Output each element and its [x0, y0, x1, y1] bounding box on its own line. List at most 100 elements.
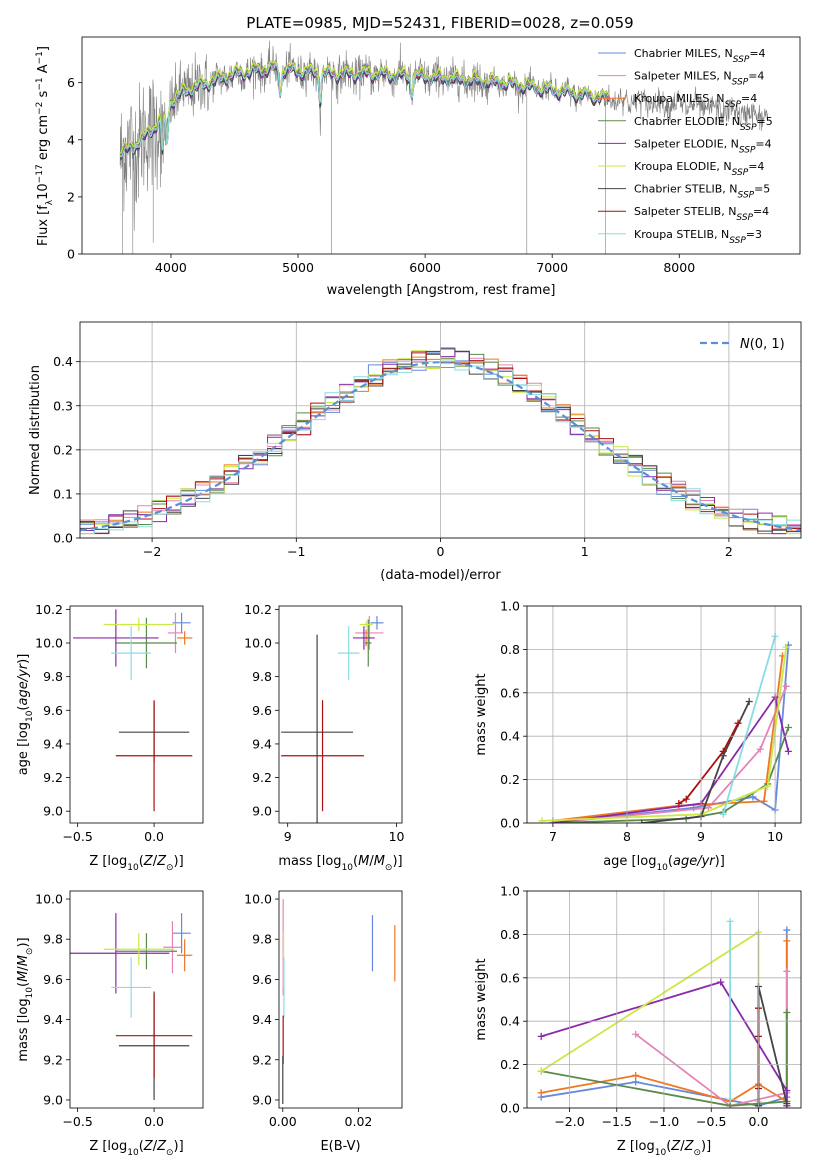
x-axis-label: Z [log10(Z/Z⊙)]: [89, 854, 183, 873]
axes-frame: [81, 36, 801, 255]
y-tick-label: 0.0: [500, 1101, 520, 1116]
x-axis-label: wavelength [Angstrom, rest frame]: [327, 283, 556, 298]
panel-spectrum: 4000 5000 6000 7000 8000 0 2 4 6 Chabrier MILES, …: [35, 36, 801, 298]
y-tick-label: 9.6: [43, 972, 63, 987]
y-tick-label: 9.4: [43, 1012, 63, 1027]
x-axis-label: Z [log10(Z/Z⊙)]: [617, 1139, 711, 1158]
weight-marker-ks: [726, 1095, 734, 1103]
plot-area-mass-vs-Z: [70, 913, 193, 1100]
y-tick-label: 10.0: [244, 892, 272, 907]
legend-label-ss: Salpeter STELIB, NSSP=4: [634, 205, 769, 223]
x-tick-label: −1.0: [649, 1114, 679, 1129]
x-tick-label: 0.0: [144, 829, 164, 844]
y-axis-label: mass [log10(M/M⊙)]: [16, 937, 35, 1061]
weight-marker-ss: [719, 747, 727, 755]
legend-label-km: Kroupa MILES, NSSP=4: [634, 92, 757, 110]
x-tick-label: 0: [437, 544, 445, 559]
legend-label-cm: Chabrier MILES, NSSP=4: [634, 47, 766, 65]
weight-line-ce: [552, 727, 790, 823]
weight-line-se: [540, 981, 788, 1106]
weight-marker-ke: [538, 817, 546, 823]
x-tick-label: 9: [697, 829, 705, 844]
panel-mass-weight-vs-age: 7 8 9 10 0.0 0.2 0.4 0.6 0.8 1.0 age [log10(age/yr…: [474, 599, 802, 873]
legend-label-gaussian: N(0, 1): [740, 337, 785, 352]
y-tick-label: 10.2: [244, 602, 272, 617]
weight-line-ss: [678, 722, 739, 805]
y-tick-label: 9.4: [252, 1012, 272, 1027]
y-tick-label: 0.4: [500, 1014, 520, 1029]
axes-frame: [526, 890, 802, 1109]
panels: 4000 5000 6000 7000 8000 0 2 4 6 Chabrier MILES, …: [16, 36, 802, 1158]
y-tick-label: 0: [67, 247, 75, 262]
weight-marker-cm: [632, 1078, 640, 1086]
y-tick-label: 0.0: [500, 816, 520, 831]
y-tick-label: 9.2: [43, 770, 63, 785]
y-tick-label: 4: [67, 132, 75, 147]
y-axis-label: Flux [fλ10−17 erg cm−2 s−1 A−1]: [35, 46, 55, 246]
weight-marker-sm: [783, 967, 791, 975]
y-tick-label: 9.4: [43, 736, 63, 751]
y-tick-label: 0.2: [500, 1057, 520, 1072]
plot-area-age-vs-Z: [73, 609, 193, 812]
x-tick-label: 4000: [155, 260, 187, 275]
y-tick-label: 0.6: [500, 685, 520, 700]
weight-marker-km: [537, 1089, 545, 1097]
panel-age-vs-Z: −0.5 0.0 9.0 9.2 9.4 9.6 9.8 10.0 10.2 Z [log10(Z…: [16, 602, 204, 873]
y-tick-label: 9.8: [252, 932, 272, 947]
axes-frame: [278, 890, 403, 1109]
plot-area-spectrum: [119, 40, 769, 254]
axes-frame: [278, 605, 403, 824]
weight-marker-km: [632, 1071, 640, 1079]
x-tick-label: 7: [549, 829, 557, 844]
y-axis-label: Normed distribution: [28, 365, 43, 495]
weight-marker-se: [784, 747, 792, 755]
x-tick-label: 5000: [282, 260, 314, 275]
x-tick-label: 0.00: [269, 1114, 297, 1129]
x-tick-label: 0.02: [345, 1114, 373, 1129]
weight-marker-ks: [726, 917, 734, 925]
x-tick-label: −0.5: [62, 1114, 92, 1129]
y-tick-label: 0.6: [500, 970, 520, 985]
x-tick-label: 1: [581, 544, 589, 559]
y-tick-label: 0.0: [53, 531, 73, 546]
weight-marker-ss: [682, 795, 690, 803]
y-tick-label: 1.0: [500, 884, 520, 899]
y-tick-label: 1.0: [500, 599, 520, 614]
x-tick-label: 0.0: [749, 1114, 769, 1129]
weight-line-ke: [540, 930, 760, 1102]
y-axis-label: mass weight: [474, 673, 489, 755]
y-tick-label: 9.6: [252, 703, 272, 718]
weight-marker-cm: [783, 926, 791, 934]
weight-marker-sm: [632, 1030, 640, 1038]
model-ke-spectrum: [119, 59, 610, 154]
panel-mass-vs-Z: −0.5 0.0 9.0 9.2 9.4 9.6 9.8 10.0 Z [log10(Z/Z⊙)…: [16, 890, 204, 1158]
weight-line-cs: [757, 986, 788, 1106]
weight-marker-cs: [638, 819, 646, 823]
figure-title: PLATE=0985, MJD=52431, FIBERID=0028, z=0…: [246, 14, 633, 32]
x-tick-label: 10: [767, 829, 783, 844]
plot-area-mass-vs-ebv: [282, 899, 396, 1104]
weight-marker-cs: [783, 1100, 791, 1108]
weight-line-ke: [541, 647, 788, 822]
y-tick-label: 9.0: [43, 1092, 63, 1107]
y-tick-label: 0.3: [53, 398, 73, 413]
weight-marker-ke: [764, 782, 772, 790]
legend-label-ke: Kroupa ELODIE, NSSP=4: [634, 160, 764, 178]
y-axis-label: mass weight: [474, 958, 489, 1040]
weight-marker-cm: [749, 793, 757, 801]
y-tick-label: 0.2: [53, 442, 73, 457]
y-tick-label: 0.2: [500, 772, 520, 787]
weight-marker-ss: [734, 719, 742, 727]
x-tick-label: 7000: [536, 260, 568, 275]
weight-marker-ce: [784, 724, 792, 732]
y-tick-label: 0.1: [53, 486, 73, 501]
x-tick-label: −1: [287, 544, 305, 559]
axes-frame: [526, 605, 802, 824]
y-tick-label: 0.8: [500, 642, 520, 657]
y-tick-label: 9.4: [252, 736, 272, 751]
x-tick-label: 2: [725, 544, 733, 559]
y-tick-label: 10.0: [244, 636, 272, 651]
y-tick-label: 9.2: [252, 770, 272, 785]
y-tick-label: 9.8: [43, 932, 63, 947]
